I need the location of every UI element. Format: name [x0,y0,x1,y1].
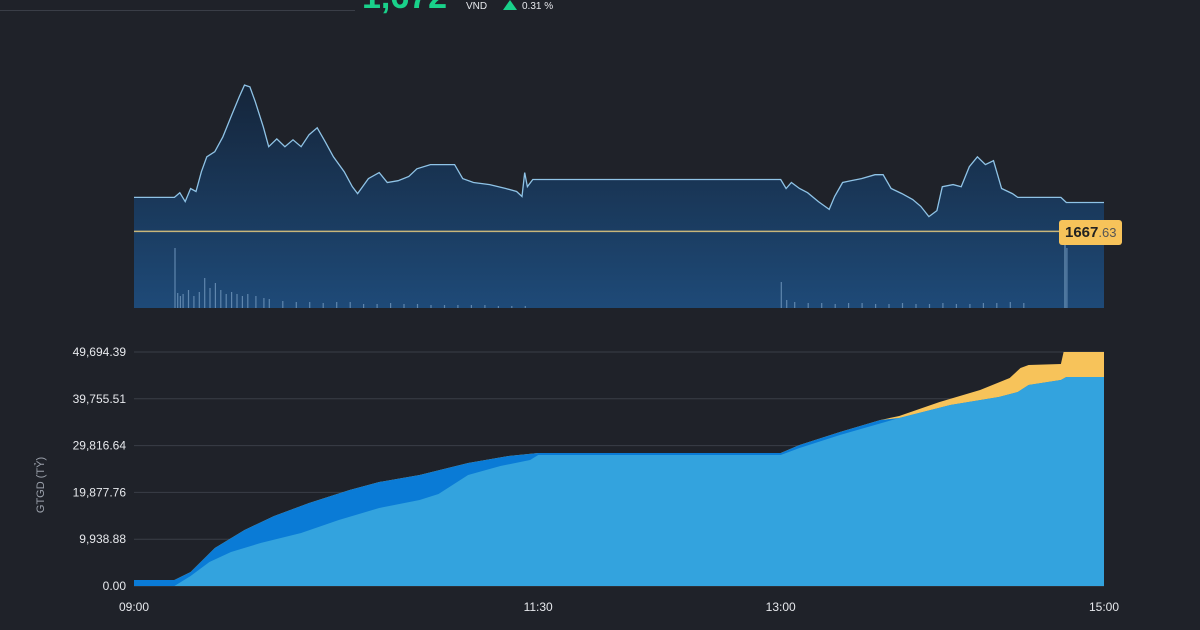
volume-bar [928,304,931,308]
volume-bar [457,305,459,308]
value-area-series [134,377,1104,586]
volume-bar [336,302,338,308]
volume-bar [204,278,206,308]
volume-bar [1066,248,1068,308]
volume-bar [861,303,863,308]
current-price-label: 1667.63 [1059,220,1123,245]
volume-bar [231,292,233,308]
price-dec: .63 [1098,225,1117,240]
index-value: 1,672 [362,0,447,17]
volume-bar [247,294,249,308]
x-tick-label: 09:00 [119,600,149,614]
change-percent: 0.31 % [522,1,554,12]
volume-bar [177,293,179,308]
volume-bar [996,303,998,308]
volume-bar [416,304,419,308]
volume-bar [875,304,877,308]
volume-bar [187,290,190,308]
x-tick-label: 11:30 [524,600,553,614]
volume-bar [179,296,181,308]
currency-label: VND [466,1,488,12]
volume-bar [268,299,270,308]
volume-bar [236,294,238,308]
volume-bar [209,288,211,308]
volume-bar [834,304,836,308]
volume-bar [969,304,971,308]
volume-bar [982,303,984,308]
price-line [134,84,1104,218]
y-tick-label: 19,877.76 [73,485,127,499]
header-divider [0,10,355,11]
volume-bar [390,303,392,308]
price-area-fill [134,85,1104,308]
volume-bar [955,304,957,308]
volume-bar [309,302,311,308]
volume-bar [497,306,499,308]
y-tick-label: 0.00 [103,579,127,593]
volume-bar [443,305,446,308]
volume-bar [780,282,782,308]
volume-bar [888,304,890,308]
volume-bar [282,301,284,308]
volume-bar [942,303,944,308]
volume-bar [848,303,850,308]
volume-bar [198,292,200,308]
up-arrow-icon [503,0,517,10]
volume-bar [470,305,472,308]
volume-bar [263,298,265,308]
volume-bar [225,294,227,308]
y-tick-label: 39,755.51 [73,392,127,406]
volume-bar [363,304,365,308]
y-tick-label: 49,694.39 [73,345,127,359]
volume-bar [524,306,526,308]
volume-bar [1023,303,1025,308]
volume-bar [220,290,222,308]
volume-bar [821,303,823,308]
volume-bar [794,302,796,308]
volume-bar [295,302,297,308]
volume-bar [376,304,378,308]
volume-bar [182,294,184,308]
volume-bar [786,300,788,308]
x-tick-label: 13:00 [766,600,796,614]
y-tick-label: 29,816.64 [73,439,127,453]
volume-bar [349,302,351,308]
volume-bar [1009,302,1011,308]
volume-bar [241,296,243,308]
volume-bar [484,305,486,308]
volume-bar [915,304,917,308]
volume-bar [193,296,195,308]
volume-bar [322,303,324,308]
volume-bar [174,248,176,308]
volume-bar [807,303,809,308]
price-int: 1667 [1065,224,1099,241]
x-tick-label: 15:00 [1089,600,1119,614]
volume-bar [214,283,216,308]
y-tick-label: 9,938.88 [79,532,126,546]
volume-bar [511,306,513,308]
volume-bar [255,296,257,308]
volume-bar [403,304,405,308]
volume-bar [430,305,432,308]
volume-bar [901,303,904,308]
y-axis-label: GTGD (TỶ) [34,457,47,513]
